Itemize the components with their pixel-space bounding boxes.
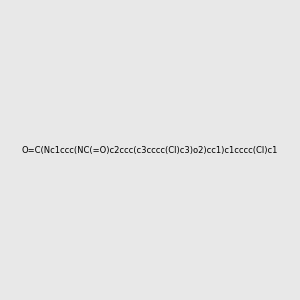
Text: O=C(Nc1ccc(NC(=O)c2ccc(c3cccc(Cl)c3)o2)cc1)c1cccc(Cl)c1: O=C(Nc1ccc(NC(=O)c2ccc(c3cccc(Cl)c3)o2)c…	[22, 146, 278, 154]
